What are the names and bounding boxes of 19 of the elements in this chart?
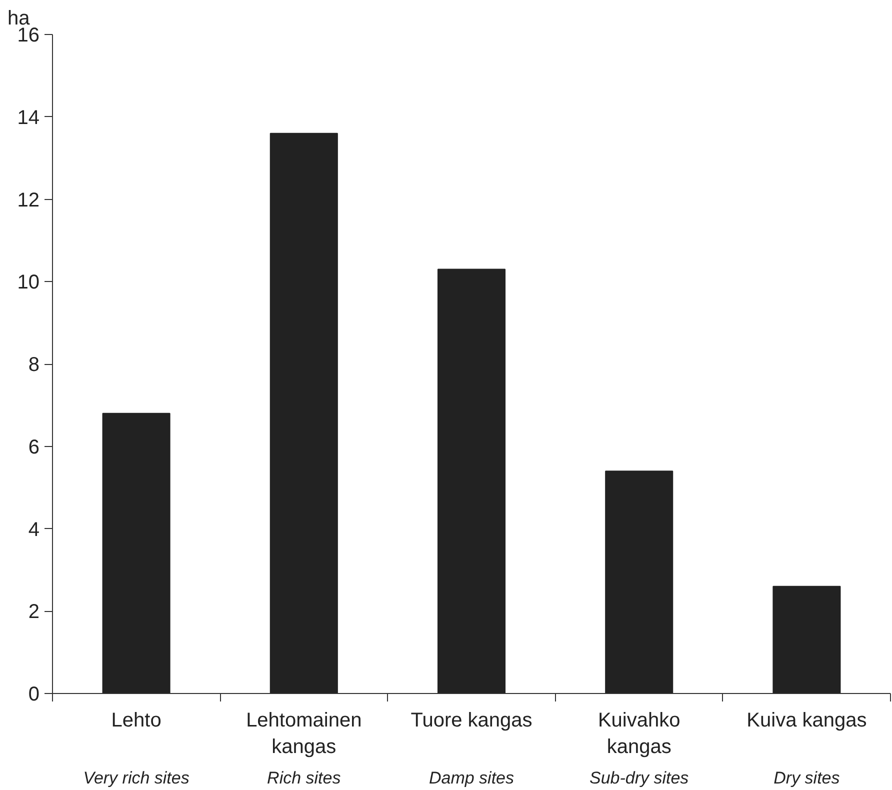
y-tick-label: 10	[17, 272, 40, 294]
bar	[102, 412, 170, 694]
y-tick-label: 4	[28, 518, 40, 541]
category-label: Tuore kangas Damp sites	[410, 710, 532, 788]
y-tick-label: 12	[17, 189, 40, 212]
bar	[270, 132, 338, 694]
category-label: Lehto Very rich sites	[83, 710, 190, 788]
category-label: Kuivahko kangas Sub-dry sites	[590, 710, 689, 788]
category-label: Kuiva kangas Dry sites	[746, 710, 867, 788]
y-tick-label: 14	[17, 106, 40, 129]
category-label: Lehtomainen kangas Rich sites	[246, 710, 362, 788]
bar	[772, 586, 841, 694]
y-tick-label: 0	[28, 684, 40, 706]
bar	[437, 268, 506, 694]
y-tick-label: 8	[28, 354, 40, 376]
bar	[605, 470, 674, 694]
y-tick-label: 16	[17, 24, 40, 46]
y-tick-label: 2	[28, 601, 40, 624]
y-tick-label: 6	[28, 436, 40, 458]
